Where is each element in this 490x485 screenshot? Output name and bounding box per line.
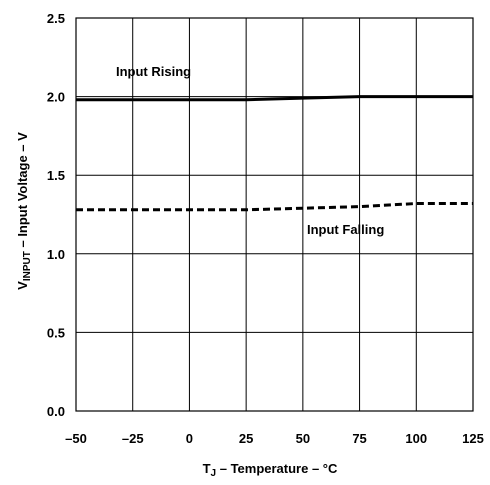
x-axis-title-main: T <box>203 461 211 476</box>
x-axis-title-subscript: J <box>211 468 217 479</box>
plot-frame <box>75 17 474 412</box>
x-tick-labels: –50 –25 0 25 50 75 100 125 <box>65 431 484 446</box>
x-tick-label: 25 <box>239 431 253 446</box>
y-axis-title-rest: – Input Voltage – V <box>15 132 30 251</box>
x-tick-label: 0 <box>186 431 193 446</box>
y-tick-label: 0.0 <box>47 404 65 419</box>
series-label-input-rising: Input Rising <box>116 64 191 79</box>
y-axis-title-main: V <box>15 281 30 290</box>
y-axis-title-subscript: INPUT <box>22 251 33 281</box>
series-layer <box>76 95 473 212</box>
y-axis-title: VINPUT – Input Voltage – V <box>15 132 33 290</box>
series-line-input-rising <box>76 95 473 102</box>
x-axis-title-rest: – Temperature – °C <box>216 461 338 476</box>
y-tick-label: 1.0 <box>47 247 65 262</box>
series-line-input-falling <box>76 202 473 212</box>
x-axis-title: TJ – Temperature – °C <box>203 461 338 479</box>
x-tick-label: 125 <box>462 431 484 446</box>
x-tick-label: 50 <box>296 431 310 446</box>
y-tick-label: 0.5 <box>47 325 65 340</box>
x-tick-label: –25 <box>122 431 144 446</box>
series-label-input-falling: Input Falling <box>307 222 384 237</box>
x-tick-label: 75 <box>352 431 366 446</box>
y-tick-label: 2.0 <box>47 90 65 105</box>
y-tick-labels: 0.0 0.5 1.0 1.5 2.0 2.5 <box>47 11 65 419</box>
y-tick-label: 1.5 <box>47 168 65 183</box>
x-tick-label: 100 <box>405 431 427 446</box>
y-tick-label: 2.5 <box>47 11 65 26</box>
x-tick-label: –50 <box>65 431 87 446</box>
